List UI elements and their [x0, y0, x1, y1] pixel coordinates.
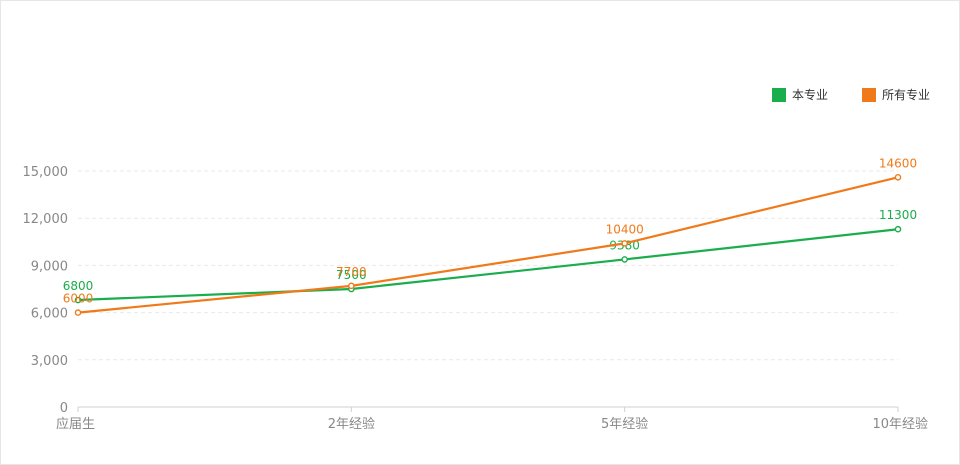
legend-swatch-series-2: [861, 87, 876, 102]
data-point: [894, 225, 902, 233]
data-label: 7500: [336, 268, 367, 282]
data-point: [621, 240, 628, 247]
chart-legend: 本专业 所有专业: [771, 86, 930, 103]
legend-item-series-1[interactable]: 本专业: [771, 86, 828, 103]
data-point: [74, 296, 82, 304]
x-tick-label: 应届生: [56, 416, 95, 432]
data-label: 11300: [879, 208, 917, 222]
legend-label-series-1: 本专业: [791, 88, 828, 102]
y-tick-label: 12,000: [23, 212, 69, 227]
y-tick-label: 15,000: [23, 165, 69, 180]
data-point: [348, 282, 355, 290]
legend-item-series-2[interactable]: 所有专业: [861, 86, 930, 103]
y-tick-label: 9,000: [31, 259, 68, 274]
data-label: 7700: [336, 265, 367, 279]
series-line-1: [77, 228, 899, 302]
x-tick-label: 5年经验: [601, 416, 648, 432]
legend-label-series-2: 所有专业: [881, 88, 930, 102]
y-tick-label: 6,000: [31, 307, 68, 322]
y-tick-label: 3,000: [31, 354, 68, 369]
legend-swatch-series-1: [771, 87, 786, 102]
series-line-2: [77, 176, 899, 314]
data-label: 6800: [63, 279, 94, 293]
y-tick-label: 0: [60, 401, 68, 416]
data-point: [621, 256, 628, 263]
x-tick-label: 2年经验: [328, 416, 375, 432]
data-label: 14600: [879, 156, 917, 170]
x-tick-label: 10年经验: [872, 416, 928, 432]
data-label: 6000: [63, 292, 94, 306]
data-point: [74, 309, 82, 316]
data-label: 10400: [606, 222, 644, 236]
data-point: [894, 173, 902, 181]
